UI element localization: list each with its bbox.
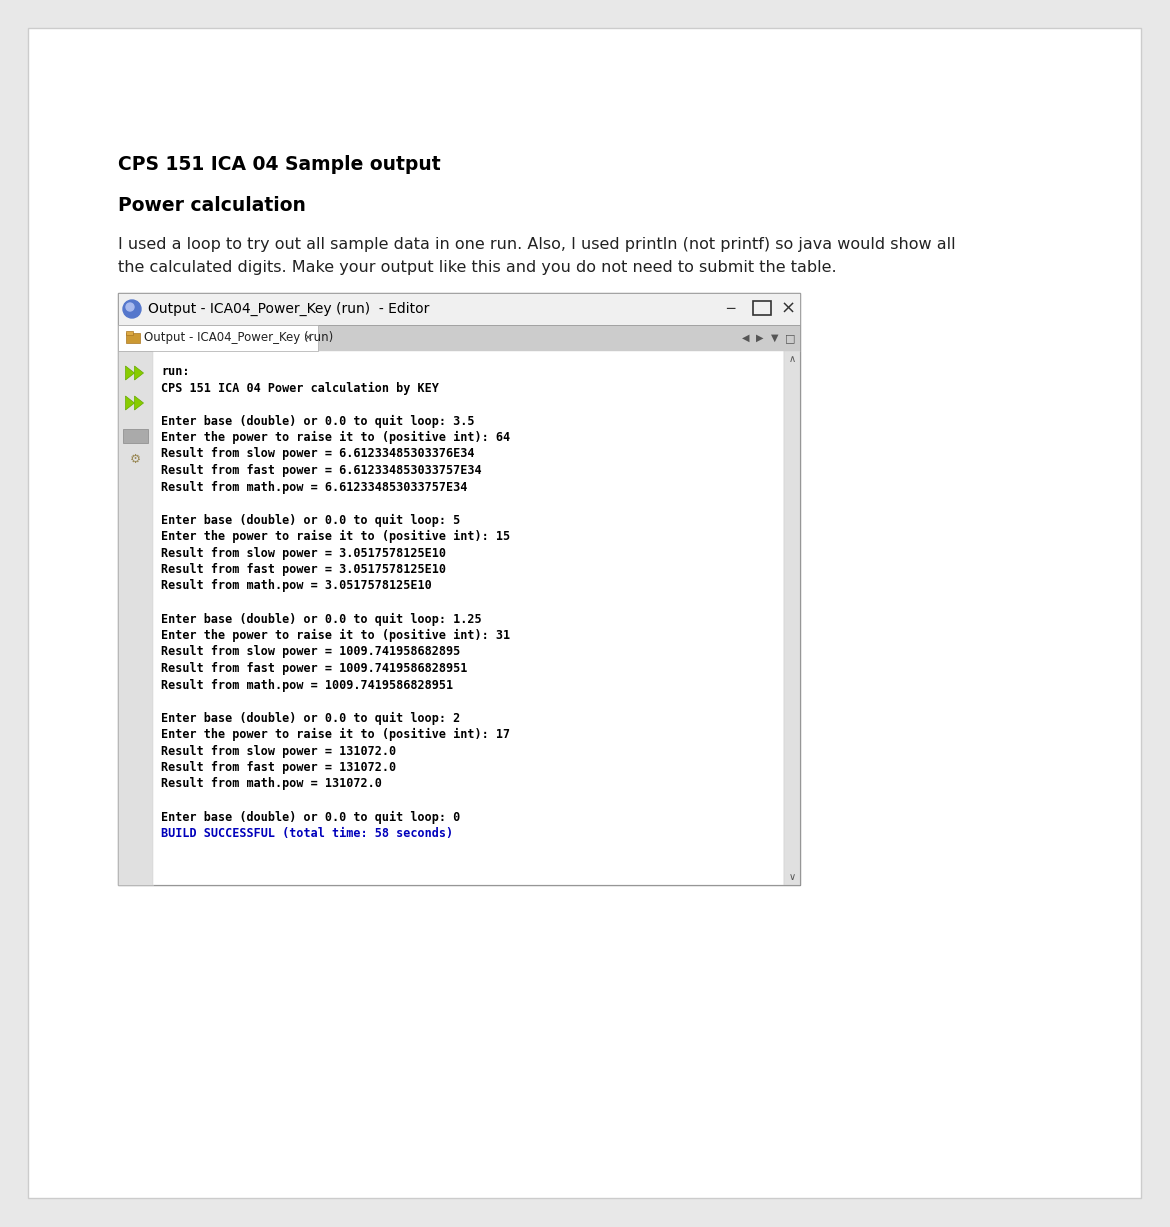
Bar bbox=[753, 301, 771, 315]
Text: the calculated digits. Make your output like this and you do not need to submit : the calculated digits. Make your output … bbox=[118, 260, 837, 275]
Text: Enter the power to raise it to (positive int): 17: Enter the power to raise it to (positive… bbox=[161, 728, 510, 741]
Text: Output - ICA04_Power_Key (run)  - Editor: Output - ICA04_Power_Key (run) - Editor bbox=[147, 302, 429, 317]
Text: Result from fast power = 1009.7419586828951: Result from fast power = 1009.7419586828… bbox=[161, 663, 467, 675]
Text: ⚙: ⚙ bbox=[130, 453, 142, 465]
Text: ▼: ▼ bbox=[771, 333, 779, 344]
Text: Enter base (double) or 0.0 to quit loop: 1.25: Enter base (double) or 0.0 to quit loop:… bbox=[161, 612, 482, 626]
Text: Result from slow power = 131072.0: Result from slow power = 131072.0 bbox=[161, 745, 397, 757]
Circle shape bbox=[126, 303, 135, 310]
Text: Result from fast power = 131072.0: Result from fast power = 131072.0 bbox=[161, 761, 397, 774]
Text: Enter the power to raise it to (positive int): 15: Enter the power to raise it to (positive… bbox=[161, 530, 510, 544]
Polygon shape bbox=[125, 396, 135, 410]
Bar bbox=[118, 293, 800, 885]
Text: Enter base (double) or 0.0 to quit loop: 0: Enter base (double) or 0.0 to quit loop:… bbox=[161, 811, 460, 823]
Polygon shape bbox=[135, 366, 144, 380]
Text: Result from math.pow = 1009.7419586828951: Result from math.pow = 1009.741958682895… bbox=[161, 679, 453, 692]
Text: ∧: ∧ bbox=[789, 355, 796, 364]
Text: Result from slow power = 1009.741958682895: Result from slow power = 1009.7419586828… bbox=[161, 645, 460, 659]
Text: Enter base (double) or 0.0 to quit loop: 2: Enter base (double) or 0.0 to quit loop:… bbox=[161, 712, 460, 725]
Text: BUILD SUCCESSFUL (total time: 58 seconds): BUILD SUCCESSFUL (total time: 58 seconds… bbox=[161, 827, 453, 840]
Text: ∨: ∨ bbox=[789, 872, 796, 882]
Text: Result from math.pow = 6.612334853033757E34: Result from math.pow = 6.612334853033757… bbox=[161, 481, 467, 493]
Text: Power calculation: Power calculation bbox=[118, 196, 305, 215]
Text: Result from slow power = 3.0517578125E10: Result from slow power = 3.0517578125E10 bbox=[161, 546, 446, 560]
Circle shape bbox=[123, 299, 142, 318]
Text: Result from math.pow = 3.0517578125E10: Result from math.pow = 3.0517578125E10 bbox=[161, 579, 432, 593]
Text: ▶: ▶ bbox=[756, 333, 764, 344]
Text: ◀: ◀ bbox=[742, 333, 750, 344]
Bar bbox=[784, 351, 800, 885]
Text: Result from slow power = 6.61233485303376E34: Result from slow power = 6.6123348530337… bbox=[161, 448, 475, 460]
Polygon shape bbox=[125, 366, 135, 380]
Bar bbox=[118, 293, 800, 325]
Text: Result from fast power = 6.612334853033757E34: Result from fast power = 6.6123348530337… bbox=[161, 464, 482, 477]
Bar bbox=[126, 333, 140, 344]
Text: Result from fast power = 3.0517578125E10: Result from fast power = 3.0517578125E10 bbox=[161, 563, 446, 575]
Text: ×: × bbox=[780, 299, 796, 318]
Text: Enter base (double) or 0.0 to quit loop: 5: Enter base (double) or 0.0 to quit loop:… bbox=[161, 514, 460, 526]
Text: ×: × bbox=[303, 331, 314, 345]
Text: Enter base (double) or 0.0 to quit loop: 3.5: Enter base (double) or 0.0 to quit loop:… bbox=[161, 415, 475, 427]
Polygon shape bbox=[135, 396, 144, 410]
Bar bbox=[118, 325, 318, 351]
Bar bbox=[118, 351, 153, 885]
Text: Result from math.pow = 131072.0: Result from math.pow = 131072.0 bbox=[161, 778, 381, 790]
Text: CPS 151 ICA 04 Sample output: CPS 151 ICA 04 Sample output bbox=[118, 155, 441, 174]
Text: Output - ICA04_Power_Key (run): Output - ICA04_Power_Key (run) bbox=[144, 331, 333, 345]
Text: □: □ bbox=[785, 333, 796, 344]
Bar bbox=[153, 351, 784, 885]
Text: Enter the power to raise it to (positive int): 64: Enter the power to raise it to (positive… bbox=[161, 431, 510, 444]
Text: ─: ─ bbox=[725, 302, 735, 317]
Text: Enter the power to raise it to (positive int): 31: Enter the power to raise it to (positive… bbox=[161, 629, 510, 642]
Text: CPS 151 ICA 04 Power calculation by KEY: CPS 151 ICA 04 Power calculation by KEY bbox=[161, 382, 439, 395]
Text: run:: run: bbox=[161, 364, 190, 378]
Bar bbox=[126, 331, 133, 335]
Text: I used a loop to try out all sample data in one run. Also, I used println (not p: I used a loop to try out all sample data… bbox=[118, 237, 956, 252]
Bar bbox=[118, 325, 800, 351]
Bar bbox=[123, 429, 147, 443]
